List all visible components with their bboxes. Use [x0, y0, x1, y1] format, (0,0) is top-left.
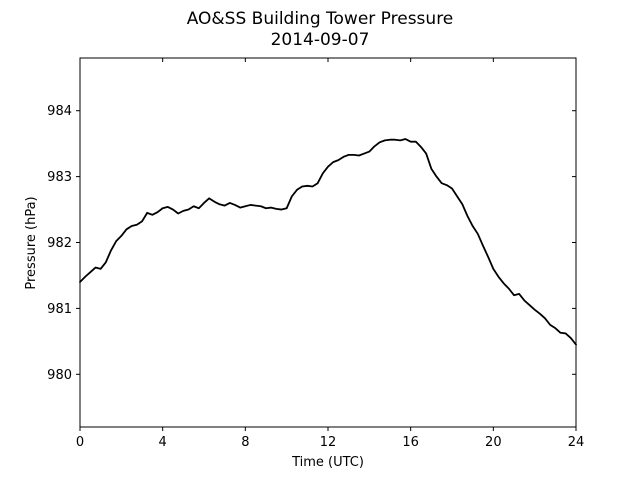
- plot-area: 0 4 8 12 16 20 24 980 981 982 983 984: [47, 57, 585, 450]
- chart-subtitle: 2014-09-07: [271, 30, 370, 50]
- y-tick-label-1: 981: [47, 302, 72, 317]
- y-tick-label-0: 980: [47, 368, 72, 383]
- chart-title: AO&SS Building Tower Pressure: [187, 9, 454, 29]
- y-tick-label-4: 984: [47, 104, 72, 119]
- x-tick-label-0: 0: [76, 435, 84, 450]
- y-tick-label-3: 983: [47, 170, 72, 185]
- y-tick-label-2: 982: [47, 236, 72, 251]
- x-tick-label-1: 4: [159, 435, 167, 450]
- x-tick-label-5: 20: [485, 435, 502, 450]
- series-line-0: [79, 138, 577, 346]
- x-tick-label-4: 16: [402, 435, 419, 450]
- x-axis-label: Time (UTC): [291, 455, 364, 470]
- x-tick-label-2: 8: [241, 435, 249, 450]
- x-tick-label-6: 24: [568, 435, 585, 450]
- plot-frame: [79, 57, 577, 428]
- y-axis-label: Pressure (hPa): [24, 196, 39, 289]
- x-tick-label-3: 12: [320, 435, 337, 450]
